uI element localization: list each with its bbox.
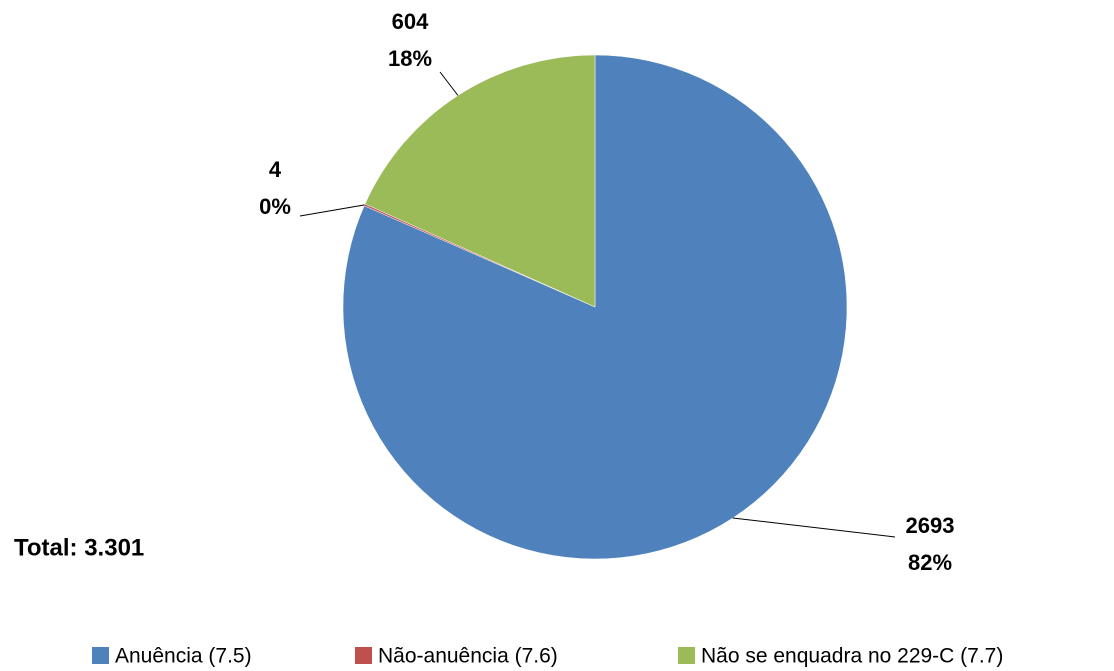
data-label-percent: 0%	[259, 194, 291, 219]
legend-label: Não se enquadra no 229-C (7.7)	[701, 645, 1003, 668]
legend-label: Não-anuência (7.6)	[378, 645, 558, 668]
legend-swatch	[355, 647, 372, 664]
legend-swatch	[678, 647, 695, 664]
data-label-percent: 18%	[388, 46, 432, 71]
leader-line	[439, 71, 459, 96]
legend-swatch	[92, 647, 109, 664]
data-label-value: 2693	[906, 513, 955, 538]
leader-line	[732, 517, 896, 538]
data-label-value: 604	[392, 9, 429, 34]
data-label-percent: 82%	[908, 550, 952, 575]
total-annotation: Total: 3.301	[14, 534, 144, 561]
legend-label: Anuência (7.5)	[115, 645, 252, 668]
leader-line	[299, 204, 365, 217]
data-label-value: 4	[269, 157, 282, 182]
